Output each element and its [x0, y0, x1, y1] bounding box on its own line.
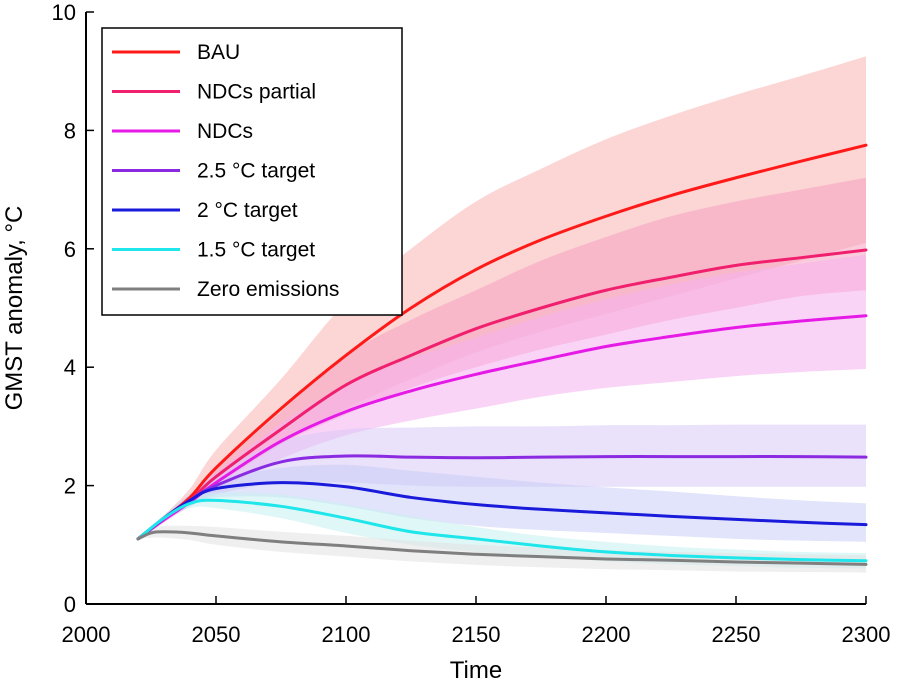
1-5-c-target-band — [138, 492, 866, 569]
zero-emissions-line — [136, 530, 868, 566]
legend-label-2-5-c-target: 2.5 °C target — [197, 160, 315, 183]
x-tick-label: 2000 — [62, 622, 111, 647]
legend: BAU NDCs partial NDCs 2.5 °C target 2 °C tar… — [101, 27, 403, 316]
x-tick-label: 2100 — [322, 622, 371, 647]
legend-label-bau: BAU — [197, 41, 240, 64]
legend-label-2-c-target: 2 °C target — [197, 199, 298, 222]
1-5-c-target-line — [136, 498, 868, 563]
y-tick-label: 4 — [64, 355, 76, 380]
y-tick-label: 6 — [64, 237, 76, 262]
x-axis-label: Time — [450, 657, 502, 684]
y-tick-label: 0 — [64, 592, 76, 617]
y-tick-label: 8 — [64, 118, 76, 143]
series-lines — [136, 143, 868, 566]
legend-label-1-5-c-target: 1.5 °C target — [197, 239, 315, 262]
uncertainty-bands — [138, 56, 866, 573]
legend-label-zero-emissions: Zero emissions — [197, 278, 339, 301]
y-tick-label: 10 — [52, 0, 76, 25]
y-tick-label: 2 — [64, 474, 76, 499]
2-c-target-line — [136, 481, 868, 541]
bau-line — [136, 143, 868, 541]
legend-label-ndcs-partial: NDCs partial — [197, 81, 316, 104]
legend-label-ndcs: NDCs — [197, 120, 253, 143]
y-axis-label: GMST anomaly, °C — [1, 206, 28, 411]
y-ticks: 0 2 4 6 8 10 — [52, 0, 94, 617]
x-tick-label: 2250 — [712, 622, 761, 647]
x-tick-label: 2050 — [192, 622, 241, 647]
x-tick-label: 2300 — [842, 622, 891, 647]
x-tick-label: 2200 — [582, 622, 631, 647]
ndcs-band — [138, 254, 866, 539]
x-ticks: 2000 2050 2100 2150 2200 2250 2300 — [62, 596, 891, 647]
x-tick-label: 2150 — [452, 622, 501, 647]
